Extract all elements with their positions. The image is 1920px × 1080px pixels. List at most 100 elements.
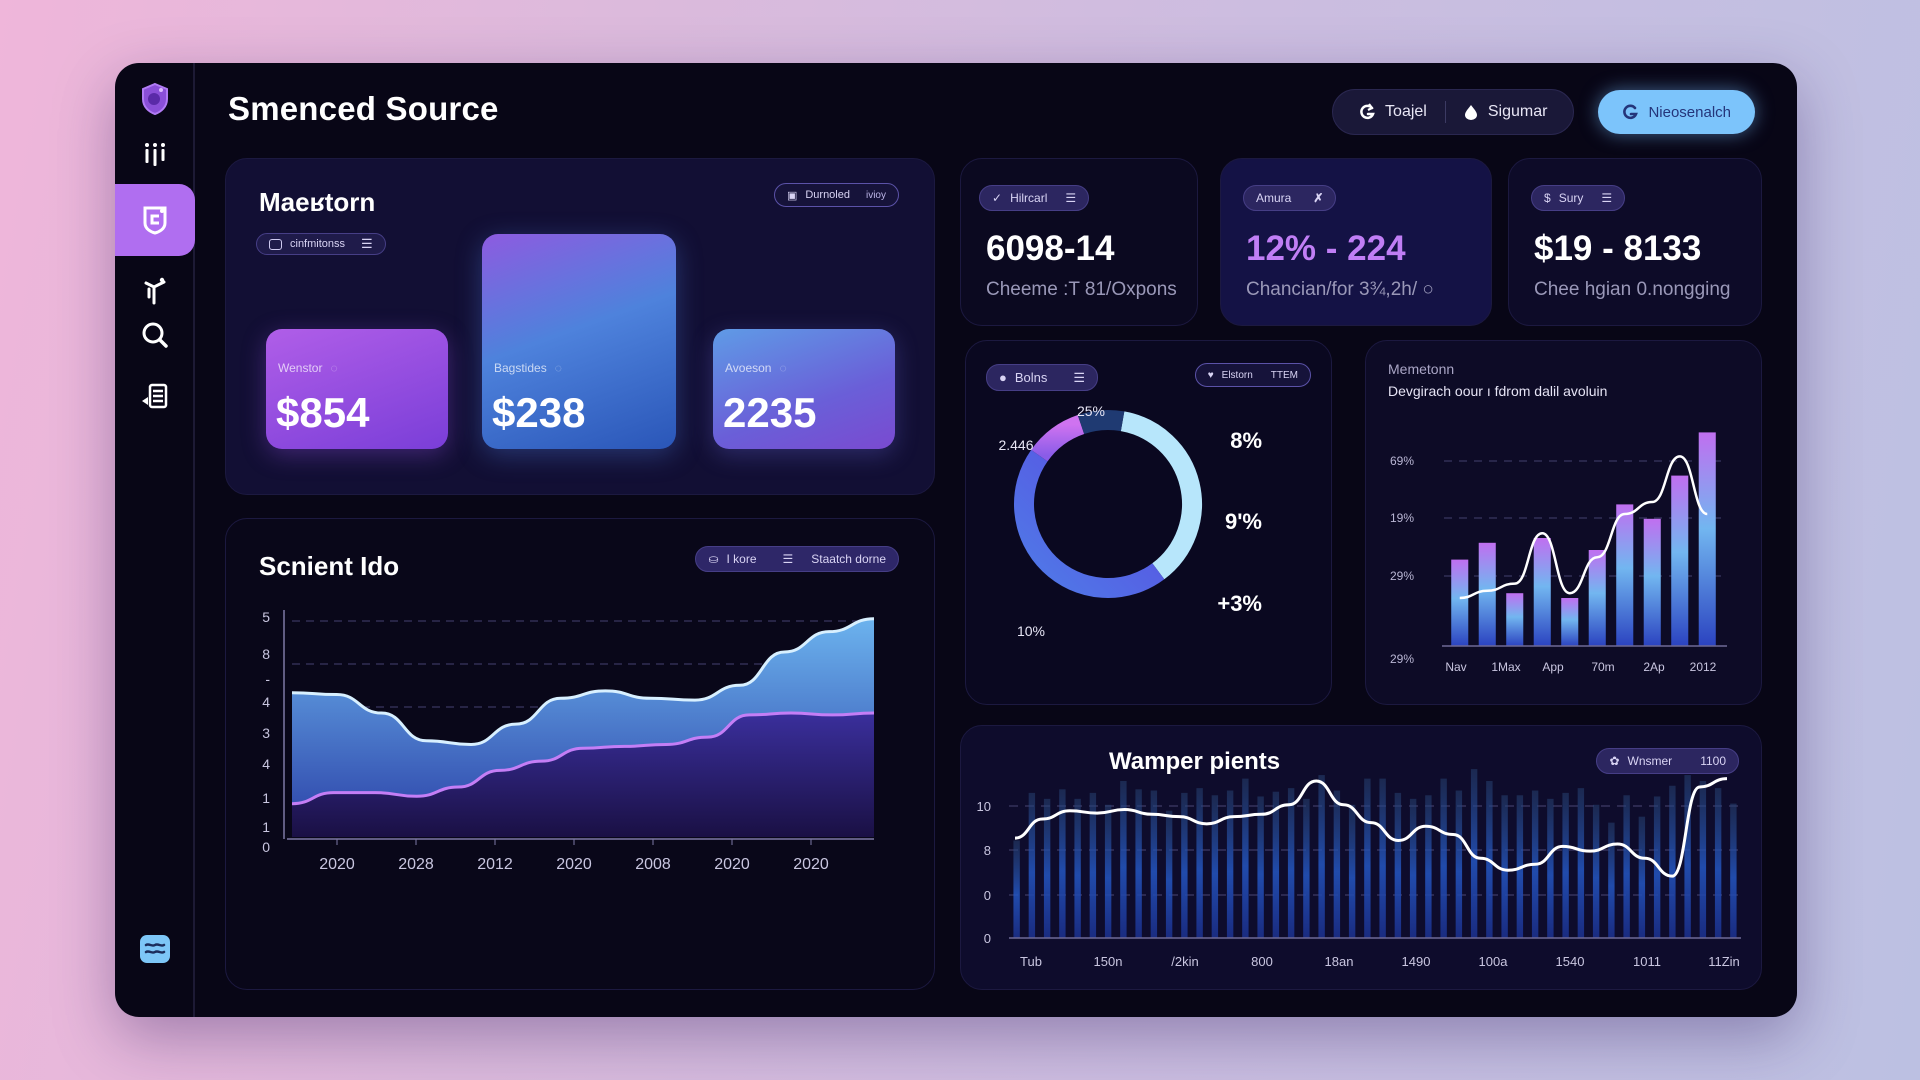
toajel-label: Toajel [1385, 103, 1427, 120]
donut-right-pill[interactable]: ♥ Elstorn TTEM [1194, 363, 1311, 387]
donut-label: 25% [1077, 403, 1105, 419]
y-tick-label: 29% [1390, 652, 1414, 666]
stat-card-wenstor[interactable]: Wenstor ◌ $854 [266, 329, 448, 449]
chat-icon[interactable] [115, 913, 195, 985]
sidebar [115, 63, 195, 1017]
stat-card-avoeson[interactable]: Avoeson ◌ 2235 [713, 329, 895, 449]
bar [1588, 550, 1606, 646]
sigumar-button[interactable]: Sigumar [1446, 90, 1566, 134]
shield-logo-icon[interactable] [115, 63, 195, 135]
x-tick-label: /2kin [1171, 954, 1198, 969]
right-pill-extra: ivioy [865, 189, 886, 201]
area-chart-card: Scnient Ido ⛀ I kore ☰ Staatch dorne 5 8 - 4 3… [225, 518, 935, 990]
sigumar-label: Sigumar [1487, 103, 1548, 120]
kpi-tag[interactable]: Amura ✗ [1243, 185, 1337, 211]
bar-chart-card: Memetonn Devgirach oour ı fdrom dalil av… [1365, 340, 1762, 705]
bg-bar [1638, 816, 1646, 938]
shield-doc-icon[interactable] [115, 184, 195, 256]
bar [1698, 432, 1716, 646]
bg-bar [1547, 798, 1554, 938]
calendar-icon [269, 238, 282, 250]
toajel-button[interactable]: Toajel [1341, 90, 1445, 134]
info-icon: ◌ [779, 361, 787, 375]
y-tick-label: 8 [262, 646, 270, 662]
bg-bar [1562, 792, 1569, 938]
bg-bar [1592, 804, 1600, 938]
x-tick-label: 2Ap [1643, 660, 1665, 674]
bar-chart-subtitle: Devgirach oour ı fdrom dalil avoluin [1388, 383, 1608, 399]
y-tick-label: 19% [1390, 511, 1414, 525]
donut-side-label: 9'% [1225, 509, 1262, 534]
bar [1616, 504, 1634, 646]
bar-chart: 69% 19% 29% 29% Nav 1Max App 70m 2Ap 2012 [1390, 432, 1727, 674]
wave-chart-pill[interactable]: ✿ Wnsmer 1100 [1596, 748, 1739, 774]
bg-bar [1714, 788, 1722, 938]
bg-bar [1684, 775, 1691, 938]
menu-icon: ☰ [1601, 191, 1613, 205]
donut-slice-navy [1077, 410, 1125, 435]
bg-bar [1730, 803, 1737, 938]
x-tick-label: 2008 [635, 856, 671, 873]
kpi-card-3: $ Sury ☰ $19 - 8133 Chee hgian 0.nongging [1508, 158, 1762, 326]
stat-card-bagstides[interactable]: Bagstides ◌ $238 [482, 234, 676, 449]
bg-bar [1043, 798, 1051, 938]
kpi-card-2: Amura ✗ 12% - 224 Chancian/for 3¾,2h/ ○ [1220, 158, 1492, 326]
bar [1643, 518, 1661, 646]
bg-bar [1577, 788, 1585, 938]
kpi-subtitle: Chancian/for 3¾,2h/ ○ [1246, 279, 1434, 300]
bar [1561, 598, 1579, 646]
y-tick-label: 4 [262, 694, 270, 710]
device-icon: ▣ [786, 189, 798, 202]
y-tick-label: - [265, 671, 270, 687]
view-segment: Toajel Sigumar [1332, 89, 1575, 135]
person-icon[interactable] [115, 255, 195, 327]
donut-pill[interactable]: ● Bolns ☰ [986, 364, 1099, 391]
menu-icon: ☰ [1073, 369, 1086, 385]
y-tick-label: 3 [262, 725, 270, 741]
filter-label: cinfmitonss [290, 238, 346, 250]
bar [1533, 538, 1551, 646]
kpi-tag[interactable]: $ Sury ☰ [1531, 185, 1626, 211]
bg-bar [1394, 792, 1402, 938]
bg-bar [1608, 822, 1615, 938]
bg-bar [1623, 795, 1630, 938]
bars-icon[interactable] [115, 119, 195, 191]
x-tick-label: 800 [1251, 954, 1273, 969]
area-chart-pill[interactable]: ⛀ I kore ☰ Staatch dorne [695, 546, 899, 572]
lock-icon: ⛀ [708, 552, 719, 566]
dollar-icon: $ [1544, 191, 1551, 205]
bar [1671, 475, 1689, 646]
line-upper [291, 617, 875, 747]
x-tick-label: 11Zin [1708, 954, 1740, 969]
overview-filter-pill[interactable]: cinfmitonss ☰ [256, 233, 386, 255]
kpi-tag[interactable]: ✓ Hilrcarl ☰ [979, 185, 1090, 211]
overview-right-pill[interactable]: ▣ Durnoled ivioy [773, 183, 899, 207]
drop-icon [1464, 105, 1477, 120]
bg-bar [1287, 788, 1295, 938]
refresh-icon [1360, 103, 1375, 120]
donut-card: ● Bolns ☰ ♥ Elstorn TTEM 25% 2.446 10% 8% 9'% +3% [965, 340, 1332, 705]
x-tick-label: 2028 [398, 856, 434, 873]
wave-line [1014, 777, 1728, 878]
list-icon[interactable] [115, 360, 195, 432]
area-lower [292, 713, 874, 837]
header-actions: Toajel Sigumar Nieosenalch [1332, 89, 1755, 135]
y-tick-label: 8 [984, 843, 991, 858]
primary-action-button[interactable]: Nieosenalch [1598, 90, 1755, 134]
y-tick-label: 5 [262, 609, 270, 625]
info-icon: ◌ [330, 361, 338, 375]
stat-value: $854 [276, 389, 370, 436]
bg-bar [1303, 798, 1310, 938]
donut-side-label: 8% [1230, 428, 1262, 453]
stat-label: Wenstor ◌ [278, 361, 338, 375]
bar [1478, 542, 1496, 646]
bg-bar [1013, 840, 1020, 938]
donut-label: 10% [1017, 623, 1045, 639]
y-tick-label: 1 [262, 819, 270, 835]
bg-bar [1699, 781, 1707, 938]
kpi-value: 12% - 224 [1246, 229, 1406, 268]
search-icon[interactable] [115, 299, 195, 371]
close-icon[interactable]: ✗ [1313, 191, 1324, 205]
info-icon: ◌ [554, 361, 562, 375]
